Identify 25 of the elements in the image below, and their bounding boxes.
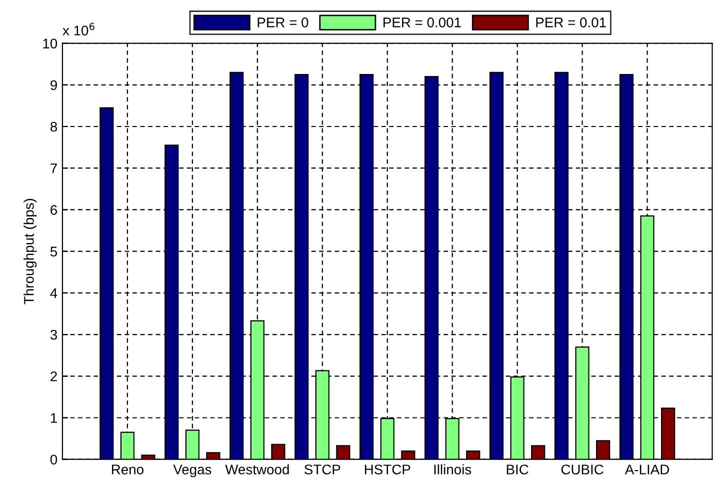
legend-label: PER = 0 [258,18,308,28]
legend-label: PER = 0.01 [536,18,606,28]
x-tick-label: BIC [506,464,528,474]
y-tick-label: 7 [50,164,57,174]
x-tick-label: CUBIC [561,464,604,474]
y-axis-title: Throughput (bps) [24,198,37,304]
x-tick-label: Westwood [225,464,289,474]
y-tick-label: 10 [43,38,58,48]
y-tick-label: 0 [50,454,58,465]
text: x 10$^{6}$ [62,22,94,36]
y-tick-label: 6 [50,205,57,215]
y-tick-label: 2 [50,371,57,382]
x-tick-label: Illinois [434,464,472,474]
x-tick-label: STCP [304,464,340,474]
y-tick-label: 4 [50,288,58,298]
legend-label: PER = 0.001 [384,18,461,28]
x-tick-label: A-LIAD [624,464,669,474]
x-tick-label: Vegas [173,464,212,478]
y-tick-label: 8 [50,122,57,132]
x-tick-label: Reno [112,464,144,474]
y-tick-label: 9 [50,80,57,90]
y-tick-label: 5 [50,246,58,256]
y-tick-label: 1 [50,413,57,423]
x-tick-label: HSTCP [364,464,410,474]
y-tick-label: 3 [50,330,57,340]
